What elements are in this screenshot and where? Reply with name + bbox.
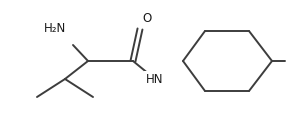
Text: HN: HN (146, 73, 164, 86)
Text: H₂N: H₂N (44, 21, 66, 34)
Text: O: O (142, 11, 152, 24)
